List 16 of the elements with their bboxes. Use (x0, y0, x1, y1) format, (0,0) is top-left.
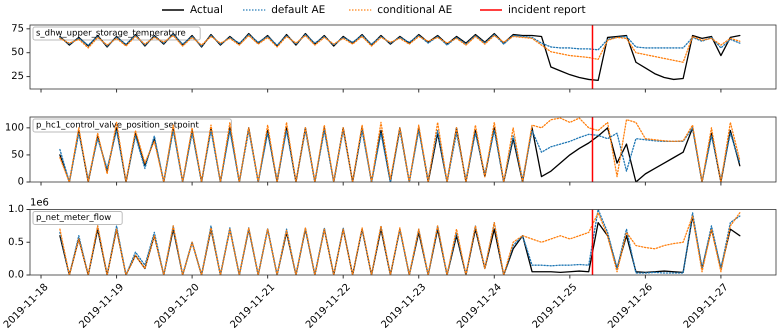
text: 1e6 (30, 198, 49, 208)
y-tick-label: 0.0 (8, 270, 24, 280)
y-tick-label: 50 (11, 47, 24, 58)
y-tick-label: 100 (4, 122, 24, 134)
y-tick-label: 25 (11, 71, 24, 82)
text: s_dhw_upper_storage_temperature (36, 28, 186, 38)
y-tick-label: 75 (11, 23, 24, 34)
chart-title: p_net_meter_flow (36, 213, 112, 223)
legend-label: conditional AE (377, 4, 452, 16)
legend-label: incident report (508, 4, 586, 16)
y-tick-label: 1.0 (8, 204, 24, 215)
legend-label: default AE (271, 4, 326, 16)
legend-label: Actual (190, 4, 223, 16)
y-tick-label: 0.5 (8, 236, 24, 248)
y-tick-label: 0 (18, 176, 24, 188)
y-tick-label: 50 (11, 149, 24, 160)
